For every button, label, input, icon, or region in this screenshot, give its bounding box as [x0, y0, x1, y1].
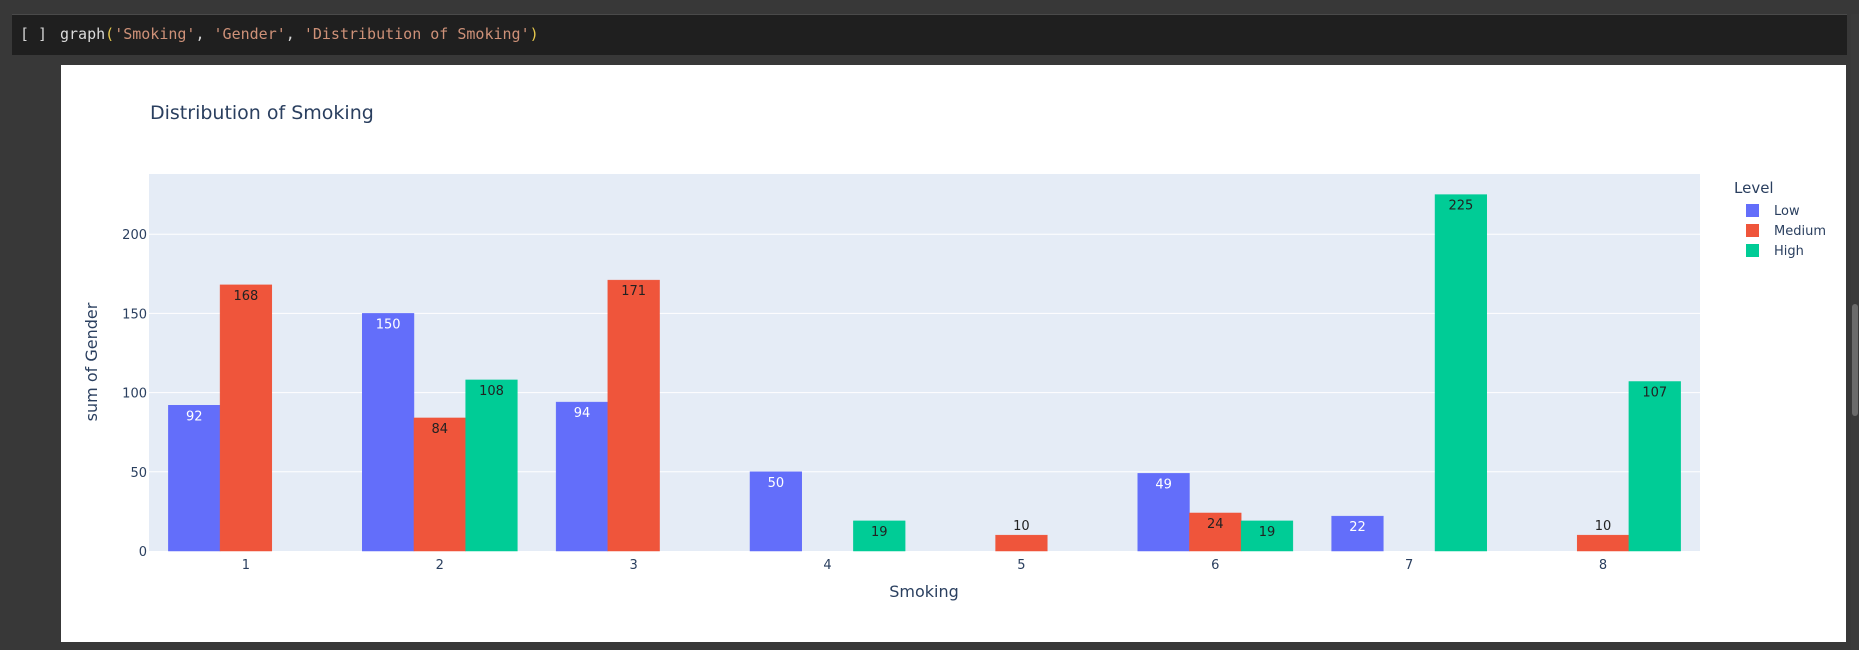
legend[interactable]: Level Low Medium High: [1734, 179, 1826, 259]
bar-value-label: 22: [1349, 520, 1366, 535]
cell-execution-prompt[interactable]: [ ]: [20, 25, 48, 43]
bar-high[interactable]: [1628, 381, 1681, 552]
code-open-paren: (: [105, 25, 115, 43]
code-arg-3: 'Distribution of Smoking': [303, 25, 530, 43]
bar-low[interactable]: [1137, 473, 1190, 552]
x-tick-label: 8: [1599, 558, 1607, 573]
code-line[interactable]: graph('Smoking', 'Gender', 'Distribution…: [60, 25, 539, 43]
code-close-paren: ): [529, 25, 539, 43]
bar-value-label: 50: [768, 476, 785, 491]
code-arg-2: 'Gender': [213, 25, 286, 43]
legend-swatch-medium[interactable]: [1746, 224, 1759, 237]
bar-value-label: 225: [1448, 199, 1473, 214]
bar-medium[interactable]: [995, 534, 1048, 552]
bar-low[interactable]: [1331, 515, 1384, 552]
bar-high[interactable]: [1434, 194, 1487, 552]
y-tick-label: 0: [139, 545, 147, 560]
y-tick-labels: 0 50 100 150 200: [122, 228, 147, 560]
bar-value-label: 107: [1642, 386, 1667, 401]
bar-value-label: 84: [432, 422, 449, 437]
x-tick-label: 4: [823, 558, 831, 573]
code-cell[interactable]: [ ] graph('Smoking', 'Gender', 'Distribu…: [12, 14, 1847, 55]
y-tick-label: 200: [122, 228, 147, 243]
bar-high[interactable]: [853, 520, 906, 552]
bar-high[interactable]: [465, 379, 518, 552]
x-tick-label: 7: [1405, 558, 1413, 573]
x-tick-label: 6: [1211, 558, 1219, 573]
x-tick-label: 2: [436, 558, 444, 573]
bar-value-label: 94: [574, 406, 591, 421]
legend-swatch-low[interactable]: [1746, 204, 1759, 217]
bar-high[interactable]: [1240, 520, 1294, 552]
legend-item-low[interactable]: Low: [1774, 204, 1800, 219]
bar-value-label: 108: [479, 384, 504, 399]
bar-value-label: 10: [1595, 519, 1612, 534]
bar-value-label: 24: [1207, 517, 1224, 532]
bars: [168, 194, 1681, 552]
bar-medium[interactable]: [1189, 512, 1242, 552]
bar-value-label: 150: [376, 317, 401, 332]
code-separator: ,: [285, 25, 304, 43]
legend-title: Level: [1734, 179, 1774, 197]
bar-value-label: 168: [234, 289, 259, 304]
y-tick-label: 150: [122, 307, 147, 322]
bar-value-label: 49: [1155, 477, 1172, 492]
code-separator: ,: [195, 25, 214, 43]
bar-low[interactable]: [555, 401, 609, 552]
bar-low[interactable]: [362, 313, 415, 552]
x-axis-title: Smoking: [889, 582, 959, 601]
bar-low[interactable]: [168, 405, 221, 552]
bar-value-label: 171: [621, 284, 646, 299]
x-tick-label: 5: [1017, 558, 1025, 573]
x-tick-label: 1: [242, 558, 250, 573]
y-tick-label: 50: [130, 466, 147, 481]
scrollbar[interactable]: [1851, 14, 1859, 650]
bar-low[interactable]: [749, 471, 802, 552]
bar-value-label: 10: [1013, 519, 1030, 534]
bar-value-label: 19: [1259, 525, 1276, 540]
bar-value-label: 92: [186, 409, 203, 424]
bar-medium[interactable]: [1576, 534, 1630, 552]
bar-medium[interactable]: [219, 284, 273, 552]
scrollbar-thumb[interactable]: [1852, 304, 1858, 416]
legend-item-medium[interactable]: Medium: [1774, 224, 1826, 239]
y-axis-title: sum of Gender: [82, 302, 101, 421]
bar-medium[interactable]: [413, 417, 466, 552]
code-function-name: graph: [60, 25, 106, 43]
legend-swatch-high[interactable]: [1746, 244, 1759, 257]
x-tick-labels: 1 2 3 4 5 6 7 8: [242, 558, 1607, 573]
bar-value-label: 19: [871, 525, 888, 540]
y-tick-label: 100: [122, 387, 147, 402]
bar-medium[interactable]: [607, 279, 660, 552]
legend-item-high[interactable]: High: [1774, 244, 1804, 259]
bar-labels: 92 150 94 50 49 22 168 84 171 10 24 10 108 19 19 225 107: [186, 199, 1667, 540]
cell-output: 92 150 94 50 49 22 168 84 171 10 24 10 108 19 19 225 107…: [61, 65, 1846, 642]
x-tick-label: 3: [630, 558, 638, 573]
code-arg-1: 'Smoking': [114, 25, 196, 43]
chart-title: Distribution of Smoking: [150, 102, 374, 124]
